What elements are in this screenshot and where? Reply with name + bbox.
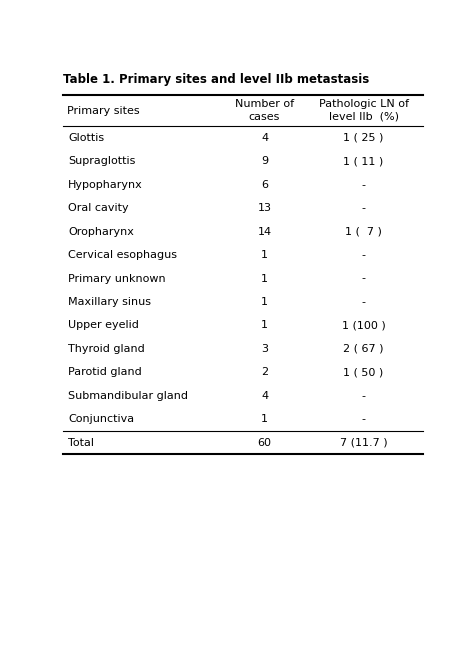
Text: 2 ( 67 ): 2 ( 67 ) [343, 344, 384, 354]
Text: -: - [362, 203, 365, 213]
Text: 14: 14 [257, 227, 272, 237]
Text: 1: 1 [261, 297, 268, 307]
Text: -: - [362, 273, 365, 284]
Text: Hypopharynx: Hypopharynx [68, 179, 143, 190]
Text: Oral cavity: Oral cavity [68, 203, 129, 213]
Text: 1: 1 [261, 250, 268, 260]
Text: Upper eyelid: Upper eyelid [68, 321, 139, 330]
Text: Parotid gland: Parotid gland [68, 367, 142, 377]
Text: 1 (  7 ): 1 ( 7 ) [345, 227, 382, 237]
Text: 3: 3 [261, 344, 268, 354]
Text: Maxillary sinus: Maxillary sinus [68, 297, 151, 307]
Text: 1: 1 [261, 414, 268, 424]
Text: 1 (100 ): 1 (100 ) [342, 321, 385, 330]
Text: 7 (11.7 ): 7 (11.7 ) [340, 438, 387, 448]
Text: 2: 2 [261, 367, 268, 377]
Text: -: - [362, 179, 365, 190]
Text: Total: Total [68, 438, 94, 448]
Text: Conjunctiva: Conjunctiva [68, 414, 135, 424]
Text: Cervical esophagus: Cervical esophagus [68, 250, 177, 260]
Text: 13: 13 [257, 203, 272, 213]
Text: 4: 4 [261, 391, 268, 401]
Text: -: - [362, 391, 365, 401]
Text: Submandibular gland: Submandibular gland [68, 391, 188, 401]
Text: 60: 60 [257, 438, 272, 448]
Text: -: - [362, 297, 365, 307]
Text: -: - [362, 250, 365, 260]
Text: 1 ( 50 ): 1 ( 50 ) [343, 367, 383, 377]
Text: Number of
cases: Number of cases [235, 100, 294, 122]
Text: 1 ( 11 ): 1 ( 11 ) [343, 156, 383, 167]
Text: -: - [362, 414, 365, 424]
Text: 1: 1 [261, 321, 268, 330]
Text: Supraglottis: Supraglottis [68, 156, 136, 167]
Text: Thyroid gland: Thyroid gland [68, 344, 145, 354]
Text: 4: 4 [261, 133, 268, 143]
Text: Primary sites: Primary sites [66, 106, 139, 116]
Text: 1 ( 25 ): 1 ( 25 ) [343, 133, 384, 143]
Text: 1: 1 [261, 273, 268, 284]
Text: Pathologic LN of
level IIb  (%): Pathologic LN of level IIb (%) [319, 100, 409, 122]
Text: 6: 6 [261, 179, 268, 190]
Text: Glottis: Glottis [68, 133, 104, 143]
Text: Oropharynx: Oropharynx [68, 227, 134, 237]
Text: Primary unknown: Primary unknown [68, 273, 166, 284]
Text: 9: 9 [261, 156, 268, 167]
Text: Table 1. Primary sites and level IIb metastasis: Table 1. Primary sites and level IIb met… [63, 73, 369, 86]
